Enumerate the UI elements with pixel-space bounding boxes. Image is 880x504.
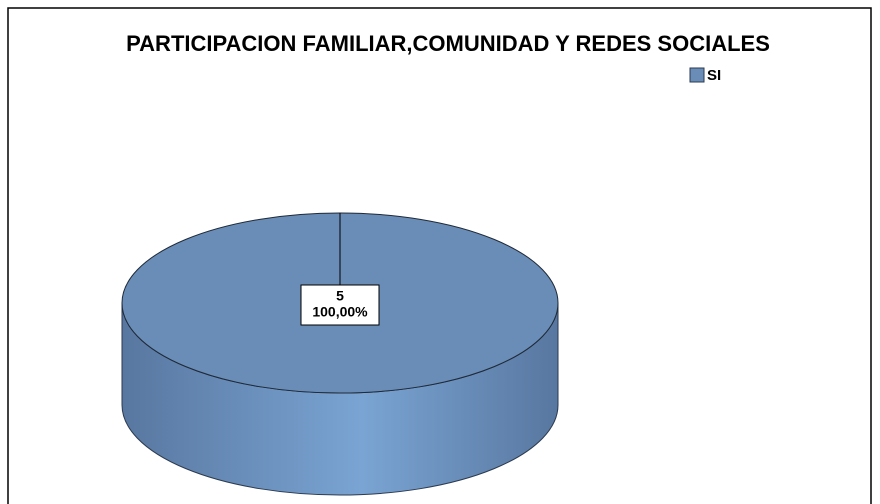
data-label: 100,00%	[312, 304, 368, 320]
legend-swatch	[689, 67, 705, 83]
data-label: 5	[336, 288, 344, 304]
chart-title: PARTICIPACION FAMILIAR,COMUNIDAD Y REDES…	[126, 31, 770, 56]
data-label-box	[300, 284, 380, 326]
legend-label: SI	[707, 67, 721, 84]
